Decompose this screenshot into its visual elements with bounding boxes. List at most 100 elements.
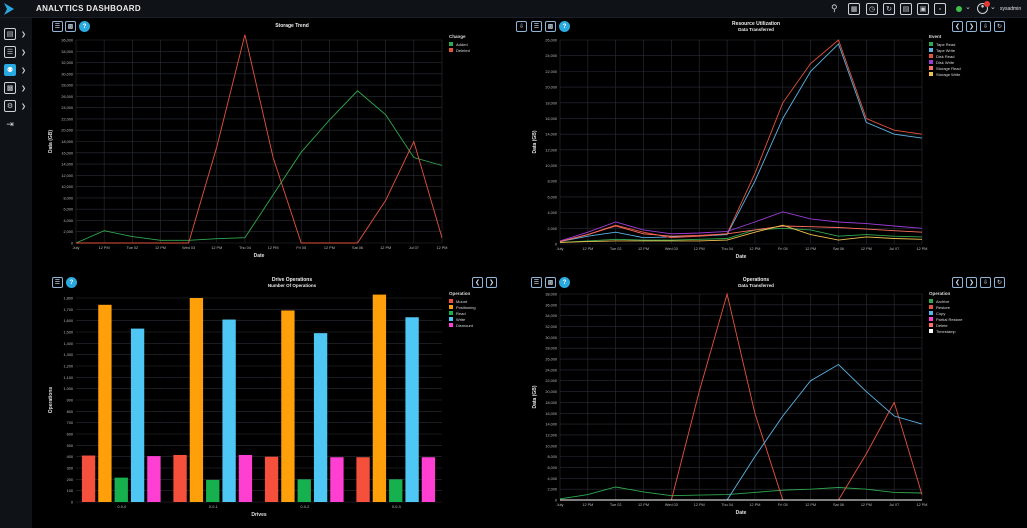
legend-item[interactable]: Read <box>449 310 476 316</box>
legend-item[interactable]: Tape Write <box>929 47 961 53</box>
bar <box>313 333 328 502</box>
x-axis-label: Date <box>254 253 265 259</box>
prev-icon[interactable]: ❮ <box>952 277 963 288</box>
legend-item[interactable]: Copy <box>929 310 962 316</box>
legend-item[interactable]: Disk Read <box>929 53 961 59</box>
bar-chart-icon[interactable]: ▩ <box>65 21 76 32</box>
legend-item[interactable]: Restore <box>929 304 962 310</box>
series-line <box>559 227 923 243</box>
chevron-right-icon[interactable]: ❯ <box>21 68 27 74</box>
refresh-icon[interactable]: ↻ <box>883 3 895 15</box>
y-tick-label: 400 <box>67 455 73 459</box>
search-icon[interactable]: ⚲ <box>831 3 838 13</box>
notification-icon[interactable]: ● <box>977 3 988 14</box>
chevron-down-icon[interactable]: ⌄ <box>990 4 996 11</box>
x-tick-label: 12 PM <box>437 246 448 250</box>
legend-item[interactable]: Delete <box>929 322 962 328</box>
download-icon[interactable]: ⇩ <box>516 21 527 32</box>
x-tick-label: 12 PM <box>749 247 760 251</box>
download-icon[interactable]: ⇩ <box>980 21 991 32</box>
bar <box>297 479 311 502</box>
y-tick-label: 18,000 <box>61 140 73 144</box>
user-name[interactable]: sysadmin <box>1000 6 1022 12</box>
film-icon[interactable]: ▦ <box>848 3 860 15</box>
y-tick-label: 500 <box>67 444 73 448</box>
legend-item[interactable]: Write <box>449 316 476 322</box>
x-axis-label: Date <box>736 254 747 260</box>
legend-item[interactable]: Storage Read <box>929 65 961 71</box>
legend-swatch <box>929 42 933 46</box>
menu-icon[interactable]: ☰ <box>52 21 63 32</box>
history-icon[interactable]: ◷ <box>866 3 878 15</box>
refresh-icon[interactable]: ↻ <box>994 21 1005 32</box>
legend-swatch <box>449 48 453 52</box>
settings-icon[interactable]: ⚙ <box>4 100 16 112</box>
y-tick-label: 34,000 <box>545 314 557 318</box>
next-icon[interactable]: ❯ <box>966 277 977 288</box>
y-axis-label: Data (GB) <box>532 130 538 153</box>
chevron-right-icon[interactable]: ❯ <box>21 32 27 38</box>
legend-item[interactable]: Storage Write <box>929 71 961 77</box>
menu-icon[interactable]: ☰ <box>52 277 63 288</box>
bar <box>421 457 436 502</box>
help-icon[interactable]: ? <box>559 21 570 32</box>
y-tick-label: 20,000 <box>545 390 557 394</box>
menu-icon[interactable]: ☰ <box>531 277 542 288</box>
y-tick-label: 0 <box>555 499 557 503</box>
chevron-right-icon[interactable]: ❯ <box>21 50 27 56</box>
server-icon[interactable]: ▣ <box>917 3 929 15</box>
download-icon[interactable]: ⇩ <box>980 277 991 288</box>
help-icon[interactable]: ? <box>66 277 77 288</box>
y-tick-label: 26,000 <box>545 358 557 362</box>
help-icon[interactable]: ? <box>79 21 90 32</box>
y-tick-label: 10,000 <box>545 164 557 168</box>
bar <box>330 457 344 502</box>
legend-item[interactable]: Mount <box>449 298 476 304</box>
legend-label: Read <box>456 310 466 316</box>
help-icon[interactable]: ? <box>559 277 570 288</box>
legend-label: Tape Read <box>936 41 956 47</box>
app-logo-icon[interactable] <box>3 2 15 16</box>
legend-item[interactable]: Positioning <box>449 304 476 310</box>
chevron-right-icon[interactable]: ❯ <box>21 86 27 92</box>
x-tick-label: 12 PM <box>582 247 593 251</box>
next-icon[interactable]: ❯ <box>486 277 497 288</box>
chart-icon[interactable]: ▤ <box>4 28 16 40</box>
report-icon[interactable]: ▤ <box>900 3 912 15</box>
chevron-right-icon[interactable]: ❯ <box>21 104 27 110</box>
next-icon[interactable]: ❯ <box>966 21 977 32</box>
y-tick-label: 28,000 <box>61 84 73 88</box>
bar-chart-icon[interactable]: ▩ <box>545 21 556 32</box>
refresh-icon[interactable]: ↻ <box>994 277 1005 288</box>
bar <box>81 455 96 502</box>
legend-item[interactable]: Deleted <box>449 47 470 53</box>
logout-icon[interactable]: ⇥ <box>6 118 14 129</box>
legend-item[interactable]: Added <box>449 41 470 47</box>
chart-legend: Event Tape Read Tape Write Disk Read Dis… <box>929 34 961 77</box>
drive-operations-panel: 0 100 200 300 400 500 600 700 800 900 1,000 1,100 1,… <box>32 274 512 528</box>
y-tick-label: 4,000 <box>547 211 557 215</box>
legend-item[interactable]: Disk Write <box>929 59 961 65</box>
legend-item[interactable]: Archive <box>929 298 962 304</box>
y-tick-label: 34,000 <box>61 50 73 54</box>
legend-item[interactable]: Tape Read <box>929 41 961 47</box>
storage-icon[interactable]: ☰ <box>4 46 16 58</box>
legend-swatch <box>929 317 933 321</box>
prev-icon[interactable]: ❮ <box>472 277 483 288</box>
panel-title: Operations <box>742 277 770 283</box>
y-tick-label: 36,000 <box>61 39 73 43</box>
bar-chart-icon[interactable]: ▩ <box>545 277 556 288</box>
legend-item[interactable]: Dismount <box>449 322 476 328</box>
legend-item[interactable]: Partial Restore <box>929 316 962 322</box>
x-axis-label: Date <box>736 510 747 516</box>
series-line <box>559 486 923 500</box>
menu-icon[interactable]: ☰ <box>531 21 542 32</box>
prev-icon[interactable]: ❮ <box>952 21 963 32</box>
person-icon[interactable]: ⚉ <box>4 64 16 76</box>
clipboard-icon[interactable]: ▫ <box>934 3 946 15</box>
chevron-down-icon[interactable]: ⌄ <box>965 4 971 11</box>
legend-title: Event <box>929 34 942 39</box>
legend-item[interactable]: Timestamp <box>929 328 962 334</box>
status-indicator[interactable] <box>956 6 962 12</box>
drive-icon[interactable]: ▩ <box>4 82 16 94</box>
